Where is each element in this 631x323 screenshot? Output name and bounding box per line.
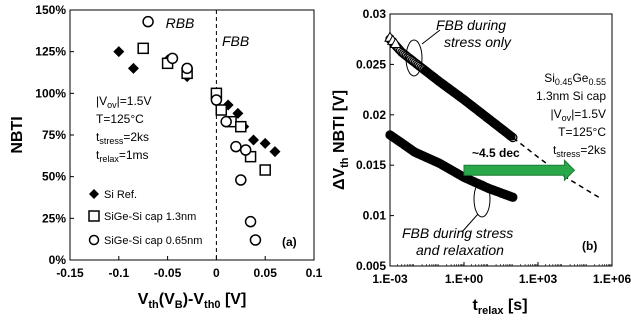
point-sige-13 <box>215 104 228 116</box>
callout-line-top <box>421 29 441 45</box>
point-sige-065 <box>230 140 242 153</box>
callout-ellipse-top <box>405 39 423 77</box>
point-fbb-stress-only-start <box>389 37 402 49</box>
condition-tstress: tstress=2ks <box>96 130 149 146</box>
x-tick-label: 1.E+03 <box>519 272 558 286</box>
x-tick-label: 0.1 <box>306 266 323 280</box>
point-sige-065 <box>210 94 223 106</box>
x-tick-label: 1.E+06 <box>593 272 631 286</box>
y-tick-label: 150% <box>35 3 66 17</box>
panel-a: -0.15 -0.1 -0.05 0 0.05 0.1 0% 25% 50% 75% 100% 125… <box>9 3 323 311</box>
shift-label: ~4.5 dec <box>472 146 520 160</box>
panel-a-marks <box>113 15 281 246</box>
x-tick-label: 0 <box>213 266 220 280</box>
condition-trelax: trelax=1ms <box>96 148 149 164</box>
callout-bottom-line2: and relaxation <box>416 242 504 258</box>
x-tick-label: 1.E+00 <box>445 272 484 286</box>
condition-vov-b: |Vov|=1.5V <box>551 107 606 123</box>
point-si-ref <box>113 46 125 58</box>
legend-marker-si-ref <box>89 189 99 199</box>
panel-b-marks <box>384 31 600 202</box>
point-sige-065 <box>249 234 262 246</box>
region-label-rbb: RBB <box>166 15 195 31</box>
y-tick-label: 125% <box>35 45 66 59</box>
y-tick-label: 75% <box>42 128 66 142</box>
y-tick-label: 0.02 <box>363 108 387 122</box>
point-sige-065 <box>142 15 154 28</box>
condition-vov: |Vov|=1.5V <box>96 94 151 110</box>
callout-ellipse-bottom <box>473 180 491 218</box>
panel-b-ticks: 1.E-03 1.E+00 1.E+03 1.E+06 0.005 0.01 0.015 0.… <box>356 7 631 286</box>
y-tick-label: 100% <box>35 86 66 100</box>
condition-material: Si0.45Ge0.55 <box>544 71 606 87</box>
x-tick-label: -0.1 <box>108 266 129 280</box>
region-label-fbb: FBB <box>222 33 249 49</box>
panel-b-label: (b) <box>582 239 597 253</box>
callout-top-line2: stress only <box>444 34 512 50</box>
point-sige-065 <box>166 52 179 65</box>
panel-b-conditions: Si0.45Ge0.55 1.3nm Si cap |Vov|=1.5V T=1… <box>536 71 606 159</box>
panel-a-y-axis-label: NBTI <box>9 116 26 153</box>
y-tick-label: 25% <box>42 211 66 225</box>
legend-marker-sige-13 <box>88 210 100 222</box>
legend-marker-sige-065 <box>88 234 100 246</box>
panel-b-callouts: FBB during stress only FBB during stress… <box>402 17 513 258</box>
x-tick-label: -0.15 <box>56 266 84 280</box>
panel-a-legend: Si Ref. SiGe-Si cap 1.3nm SiGe-Si cap 0.… <box>88 189 202 247</box>
point-si-ref <box>247 134 259 146</box>
point-sige-13 <box>235 120 247 133</box>
condition-cap: 1.3nm Si cap <box>536 89 606 103</box>
point-si-ref <box>127 62 139 74</box>
point-sige-065 <box>220 115 232 128</box>
extrapolation-line <box>512 137 600 199</box>
y-tick-label: 0.01 <box>363 209 387 223</box>
y-tick-label: 0% <box>49 253 67 267</box>
panel-b-x-axis-label: trelax [s] <box>472 297 527 317</box>
callout-top-line1: FBB during <box>436 17 506 33</box>
point-sige-13 <box>137 42 149 55</box>
panel-a-label: (a) <box>282 235 297 249</box>
point-fbb-stress-relax <box>508 192 518 202</box>
y-tick-label: 0.005 <box>356 259 386 273</box>
condition-tstress-b: tstress=2ks <box>553 143 606 159</box>
legend-label-si-ref: Si Ref. <box>104 189 137 201</box>
point-si-ref <box>269 146 281 158</box>
shift-arrow <box>463 159 576 182</box>
point-sige-13 <box>259 164 271 176</box>
x-tick-label: -0.05 <box>154 266 182 280</box>
callout-bottom-line1: FBB during stress <box>402 225 513 241</box>
panel-a-conditions: |Vov|=1.5V T=125°C tstress=2ks trelax=1m… <box>96 94 151 164</box>
x-tick-label: 0.05 <box>254 266 278 280</box>
point-si-ref <box>259 137 271 149</box>
panel-b: 1.E-03 1.E+00 1.E+03 1.E+06 0.005 0.01 0.015 0.… <box>331 7 631 317</box>
y-tick-label: 0.025 <box>356 57 386 71</box>
x-tick-label: 1.E-03 <box>372 272 408 286</box>
point-sige-065 <box>239 144 252 156</box>
y-tick-label: 50% <box>42 170 66 184</box>
callout-line-bottom <box>461 213 479 233</box>
panel-a-ticks: -0.15 -0.1 -0.05 0 0.05 0.1 0% 25% 50% 75% 100% 125… <box>35 3 322 280</box>
panel-a-x-axis-label: Vth(VB)-Vth0 [V] <box>138 291 247 311</box>
point-sige-065 <box>181 62 193 75</box>
condition-temp-b: T=125°C <box>558 125 606 139</box>
legend-label-sige-065: SiGe-Si cap 0.65nm <box>104 235 202 247</box>
panel-b-y-axis-label: ΔVth NBTI [V] <box>331 90 351 190</box>
point-sige-065 <box>235 174 247 186</box>
point-sige-065 <box>244 215 257 228</box>
panel-b-shift-arrow <box>463 159 576 182</box>
legend-label-sige-13: SiGe-Si cap 1.3nm <box>104 211 196 223</box>
y-tick-label: 0.03 <box>363 7 387 21</box>
condition-temp: T=125°C <box>96 112 144 126</box>
y-tick-label: 0.015 <box>356 158 386 172</box>
